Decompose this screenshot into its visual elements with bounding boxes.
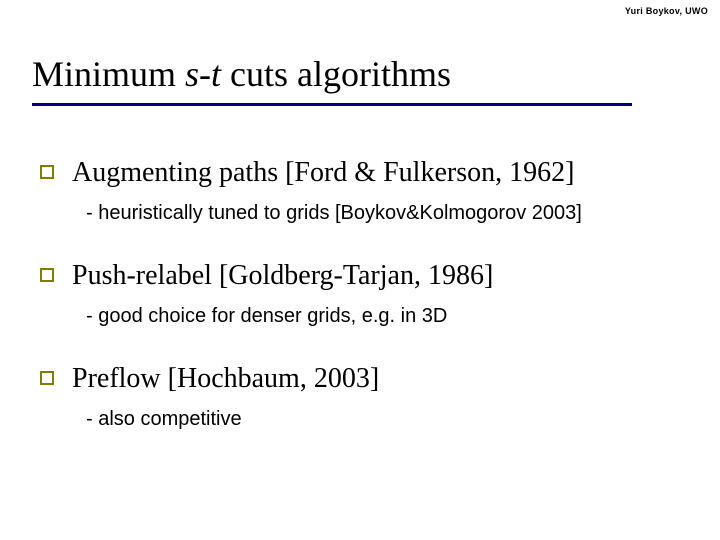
list-item-text: Preflow [Hochbaum, 2003] (72, 361, 680, 396)
list-item: Augmenting paths [Ford & Fulkerson, 1962… (40, 155, 680, 226)
title-underline (32, 103, 632, 106)
square-bullet-icon (40, 371, 54, 385)
square-bullet-icon (40, 165, 54, 179)
list-item-text: Augmenting paths [Ford & Fulkerson, 1962… (72, 155, 680, 190)
header-credit: Yuri Boykov, UWO (625, 6, 708, 16)
list-item-main: Augmenting paths [Ford & Fulkerson, 1962… (40, 155, 680, 190)
square-bullet-icon (40, 268, 54, 282)
list-item-text: Push-relabel [Goldberg-Tarjan, 1986] (72, 258, 680, 293)
title-suffix: cuts algorithms (221, 54, 451, 94)
list-item: Push-relabel [Goldberg-Tarjan, 1986] - g… (40, 258, 680, 329)
list-item-main: Push-relabel [Goldberg-Tarjan, 1986] (40, 258, 680, 293)
list-item-sub: - heuristically tuned to grids [Boykov&K… (86, 200, 680, 226)
slide: Yuri Boykov, UWO Minimum s-t cuts algori… (0, 0, 720, 540)
list-item-sub: - also competitive (86, 406, 680, 432)
slide-body: Augmenting paths [Ford & Fulkerson, 1962… (40, 155, 680, 464)
slide-title: Minimum s-t cuts algorithms (32, 55, 451, 95)
list-item: Preflow [Hochbaum, 2003] - also competit… (40, 361, 680, 432)
list-item-main: Preflow [Hochbaum, 2003] (40, 361, 680, 396)
title-italic: s-t (185, 54, 221, 94)
list-item-sub: - good choice for denser grids, e.g. in … (86, 303, 680, 329)
title-prefix: Minimum (32, 54, 185, 94)
